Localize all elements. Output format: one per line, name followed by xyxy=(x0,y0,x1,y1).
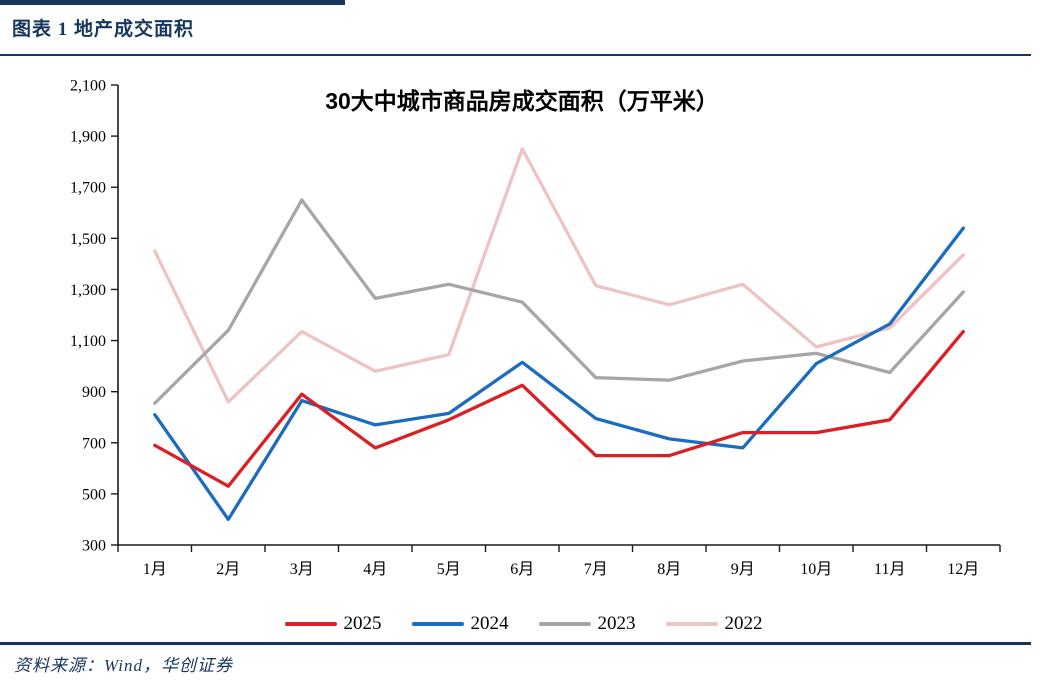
chart-legend: 2025 2024 2023 2022 xyxy=(0,611,1047,637)
legend-label-2023: 2023 xyxy=(597,613,636,634)
y-tick-label: 1,500 xyxy=(70,231,106,248)
x-tick-label: 3月 xyxy=(290,561,314,578)
legend-swatch-2024 xyxy=(411,622,464,626)
y-tick-label: 1,700 xyxy=(70,180,106,197)
x-tick-label: 2月 xyxy=(216,561,240,578)
legend-swatch-2025 xyxy=(284,622,337,626)
x-tick-label: 8月 xyxy=(657,561,681,578)
legend-label-2025: 2025 xyxy=(343,613,382,634)
y-tick-label: 300 xyxy=(82,538,106,555)
legend-label-2022: 2022 xyxy=(724,613,763,634)
x-tick-label: 12月 xyxy=(947,561,979,578)
y-tick-label: 900 xyxy=(82,384,106,401)
x-tick-label: 6月 xyxy=(510,561,534,578)
series-line-2025 xyxy=(153,329,965,488)
y-tick-label: 1,300 xyxy=(70,282,106,299)
x-tick-label: 1月 xyxy=(143,561,167,578)
y-tick-label: 2,100 xyxy=(70,78,106,95)
x-tick-label: 4月 xyxy=(363,561,387,578)
series-line-2022 xyxy=(153,147,965,404)
legend-swatch-2023 xyxy=(538,622,591,626)
x-tick-label: 11月 xyxy=(874,561,905,578)
x-tick-label: 10月 xyxy=(800,561,832,578)
y-tick-label: 1,100 xyxy=(70,333,106,350)
figure-caption: 图表 1 地产成交面积 xyxy=(12,19,195,40)
y-tick-label: 700 xyxy=(82,435,106,452)
footer-divider xyxy=(0,642,1031,645)
series-line-2023 xyxy=(153,198,965,405)
source-note: 资料来源：Wind，华创证券 xyxy=(14,656,233,675)
legend-item-2023: 2023 xyxy=(538,613,636,635)
legend-item-2024: 2024 xyxy=(411,613,509,635)
y-tick-label: 500 xyxy=(82,486,106,503)
x-tick-label: 7月 xyxy=(584,561,608,578)
x-tick-label: 9月 xyxy=(731,561,755,578)
top-accent-bar xyxy=(0,0,345,5)
legend-swatch-2022 xyxy=(665,622,718,626)
y-tick-label: 1,900 xyxy=(70,129,106,146)
x-tick-label: 5月 xyxy=(437,561,461,578)
chart-title: 30大中城市商品房成交面积（万平米） xyxy=(325,88,719,114)
legend-item-2022: 2022 xyxy=(665,613,763,635)
header-divider xyxy=(0,54,1031,56)
legend-item-2025: 2025 xyxy=(284,613,382,635)
legend-label-2024: 2024 xyxy=(470,613,509,634)
series-line-2024 xyxy=(153,226,965,522)
line-chart: 300 500 700 900 1,100 1,300 1,500 1,700 1,900 2,1… xyxy=(70,78,1001,578)
